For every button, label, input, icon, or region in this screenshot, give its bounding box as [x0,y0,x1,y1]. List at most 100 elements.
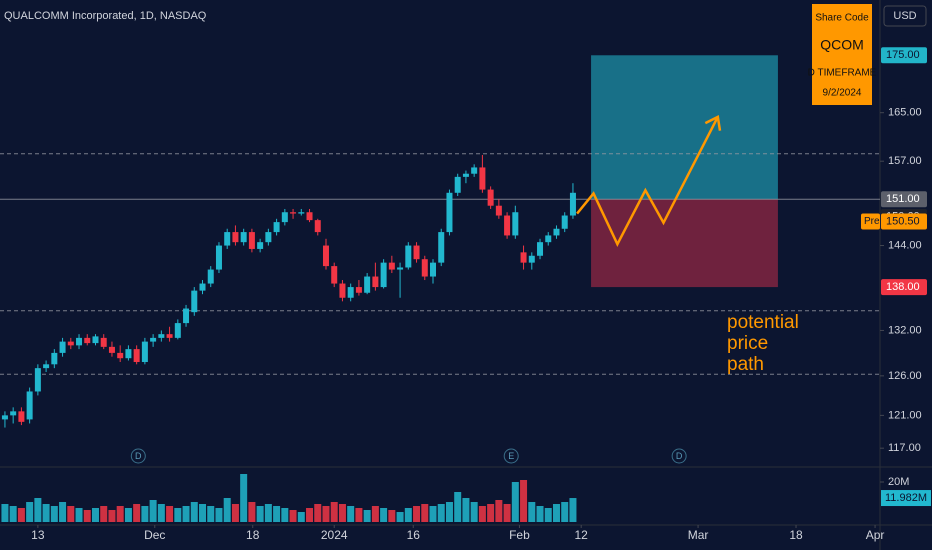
y-tick-label: 157.00 [888,155,922,167]
volume-bar [413,506,421,522]
candle-body [174,323,181,338]
candle-body [92,336,99,344]
volume-bar [231,504,239,522]
event-label: E [508,451,514,461]
candle-body [388,262,395,270]
volume-bar [75,508,83,522]
annotation: price [727,333,768,354]
candle-body [355,287,362,293]
x-tick-label: 16 [407,528,421,542]
volume-bar [50,506,58,522]
y-tick-label: 117.00 [888,442,921,454]
volume-bar [91,508,99,522]
candle-body [59,341,66,353]
candle-body [248,232,255,249]
volume-bar [133,504,141,522]
x-tick-label: 2024 [321,528,348,542]
volume-bar [157,504,165,522]
candle-body [117,352,124,359]
volume-bar [544,508,552,522]
volume-bar [445,502,453,522]
info-text: Share Code [815,13,869,24]
volume-bar [26,502,34,522]
event-marker [503,448,519,464]
info-box [812,4,872,105]
candle-body [339,283,346,298]
candle-body [446,192,453,233]
x-tick-label: Dec [144,528,165,542]
volume-bar [429,506,437,522]
premarket-label: 150.50 [886,215,920,227]
stop-box [881,279,927,296]
y-tick-label: 144.00 [888,239,922,251]
event-label: D [135,451,142,461]
target-zone [591,55,778,200]
currency-button[interactable] [883,5,927,27]
candle-body [150,337,157,342]
volume-bar [59,502,67,522]
candle-body [380,262,387,288]
candle-body [413,245,420,260]
volume-bar [306,508,314,522]
candle-body [240,232,247,243]
x-tick-label: Apr [866,528,885,542]
volume-bar [248,502,256,522]
volume-bar [223,498,231,522]
currency[interactable]: USD [893,10,916,22]
event-marker [671,448,687,464]
volume-bar [166,506,174,522]
entry-box [881,191,927,208]
volume-bar [421,504,429,522]
x-tick-label: 13 [31,528,45,542]
volume-bar [503,504,511,522]
volume-bar [42,504,50,522]
candle-body [183,308,190,324]
candle-body [207,269,214,284]
candle-body [421,259,428,277]
candle-body [67,341,74,346]
candle-body [51,352,58,365]
candle-body [34,368,41,392]
chart-title: QUALCOMM Incorporated, 1D, NASDAQ [4,10,207,22]
candle-body [199,283,206,291]
x-tick-label: 18 [789,528,803,542]
y-tick-label: 165.00 [888,107,922,119]
candle-body [504,215,511,236]
candle-body [125,349,132,359]
candle-body [232,232,239,243]
candle-body [364,276,371,293]
candle-body [298,212,305,214]
volume-bar [83,510,91,522]
candle-body [471,167,478,174]
candle-body [372,276,379,288]
candle-body [512,212,519,236]
candle-body [454,176,461,193]
candle-body [561,215,568,229]
y-tick-label: 126.00 [888,370,922,382]
volume-bar [256,506,264,522]
candle-body [569,192,576,216]
volume-bar [437,504,445,522]
volume-bar [536,506,544,522]
volume-bar [347,506,355,522]
volume-bar [462,498,470,522]
volume-bar [330,502,338,522]
volume-bar [240,474,248,522]
volume-bar [149,500,157,522]
info-text: QCOM [820,37,864,53]
volume-bar [520,480,528,522]
candle-body [141,341,148,363]
volume-label: 11.982M [885,492,927,504]
candle-body [257,242,264,249]
volume-bar [190,502,198,522]
volume-bar [478,506,486,522]
volume-bar [388,510,396,522]
x-tick-label: 12 [574,528,588,542]
info-text: 9/2/2024 [823,88,862,99]
candle-body [462,173,469,177]
y-tick-label: 121.00 [888,409,922,421]
premarket-name: Pre [864,216,880,227]
candle-body [281,212,288,223]
volume-bar [174,508,182,522]
candle-body [430,262,437,277]
